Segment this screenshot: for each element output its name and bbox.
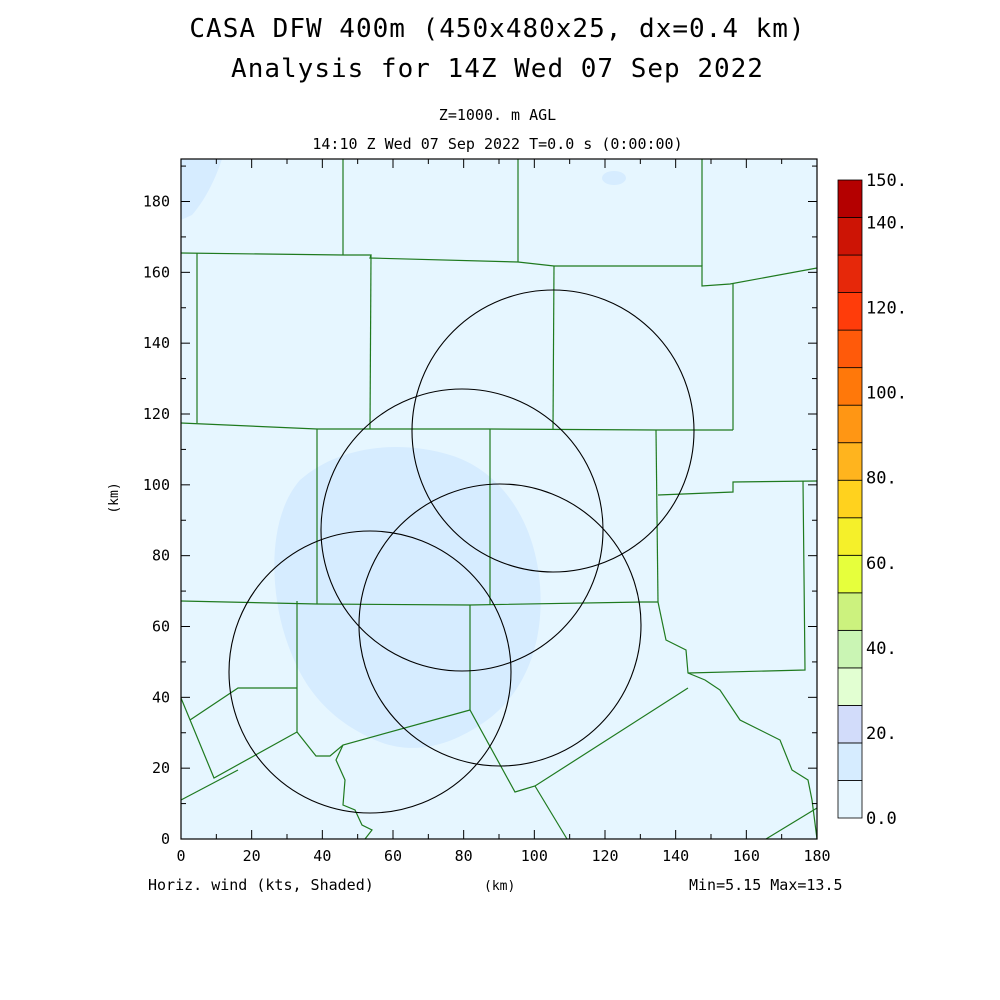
x-tick-label: 40 <box>313 847 331 865</box>
colorbar-bin <box>837 254 863 293</box>
radar-ring <box>320 388 604 672</box>
x-tick-label: 140 <box>662 847 689 865</box>
colorbar-label: 60. <box>866 554 897 574</box>
colorbar-label: 40. <box>866 639 897 659</box>
county-boundaries <box>180 159 818 840</box>
field-label: Horiz. wind (kts, Shaded) <box>148 876 374 894</box>
x-tick-label: 60 <box>384 847 402 865</box>
colorbar-labels: 0.0 20. 40. 60. 80. 100. 120. 140. 150. <box>866 171 907 829</box>
x-tick-label: 100 <box>521 847 548 865</box>
y-tick-label: 180 <box>143 193 170 211</box>
wind-shade-region <box>274 447 541 748</box>
colorbar-label: 120. <box>866 299 907 319</box>
colorbar-label: 0.0 <box>866 809 897 829</box>
radar-ring <box>411 289 695 573</box>
title-line-1: CASA DFW 400m (450x480x25, dx=0.4 km) <box>189 14 806 44</box>
y-tick-label: 40 <box>152 688 170 706</box>
x-tick-label: 0 <box>176 847 185 865</box>
colorbar-bin <box>837 780 863 819</box>
radar-range-rings <box>228 289 695 814</box>
y-tick-label: 0 <box>161 830 170 848</box>
wind-shade-spot <box>602 171 626 185</box>
colorbar-label: 140. <box>866 214 907 234</box>
colorbar <box>837 179 863 819</box>
y-tick-label: 140 <box>143 334 170 352</box>
valid-time-label: 14:10 Z Wed 07 Sep 2022 T=0.0 s (0:00:00… <box>312 135 683 153</box>
y-tick-label: 100 <box>143 476 170 494</box>
minmax-label: Min=5.15 Max=13.5 <box>689 876 843 894</box>
y-tick-label: 120 <box>143 405 170 423</box>
colorbar-bin <box>837 592 863 631</box>
x-tick-label: 160 <box>733 847 760 865</box>
level-label: Z=1000. m AGL <box>438 106 557 124</box>
colorbar-bin <box>837 329 863 369</box>
title-line-2: Analysis for 14Z Wed 07 Sep 2022 <box>231 54 764 84</box>
colorbar-bin <box>837 404 863 444</box>
y-tick-label: 60 <box>152 618 170 636</box>
colorbar-label: 150. <box>866 171 907 191</box>
x-axis-labels: 0 20 40 60 80 100 120 140 160 180 <box>176 847 830 865</box>
y-axis-labels: 0 20 40 60 80 100 120 140 160 180 <box>143 193 170 849</box>
colorbar-bin <box>837 742 863 781</box>
colorbar-label: 20. <box>866 724 897 744</box>
x-tick-label: 180 <box>803 847 830 865</box>
y-tick-label: 160 <box>143 263 170 281</box>
radar-ring <box>228 530 512 814</box>
colorbar-bin <box>837 367 863 406</box>
colorbar-bin <box>837 292 863 331</box>
y-tick-label: 20 <box>152 759 170 777</box>
x-tick-label: 120 <box>591 847 618 865</box>
colorbar-bin <box>837 217 863 256</box>
x-tick-label: 20 <box>243 847 261 865</box>
colorbar-bin <box>837 667 863 706</box>
x-axis-unit: (km) <box>484 879 516 894</box>
colorbar-bin <box>837 705 863 744</box>
colorbar-bin <box>837 554 863 594</box>
colorbar-label: 100. <box>866 384 907 404</box>
colorbar-bin <box>837 629 863 669</box>
wind-shade-corner <box>181 159 222 220</box>
colorbar-bin <box>837 479 863 519</box>
colorbar-label: 80. <box>866 469 897 489</box>
radar-ring <box>358 483 642 767</box>
colorbar-bin <box>837 517 863 556</box>
y-axis-unit: (km) <box>107 482 122 513</box>
colorbar-bin <box>837 442 863 481</box>
x-tick-label: 80 <box>455 847 473 865</box>
axis-ticks <box>180 159 818 840</box>
colorbar-bin <box>837 179 863 218</box>
y-tick-label: 80 <box>152 547 170 565</box>
